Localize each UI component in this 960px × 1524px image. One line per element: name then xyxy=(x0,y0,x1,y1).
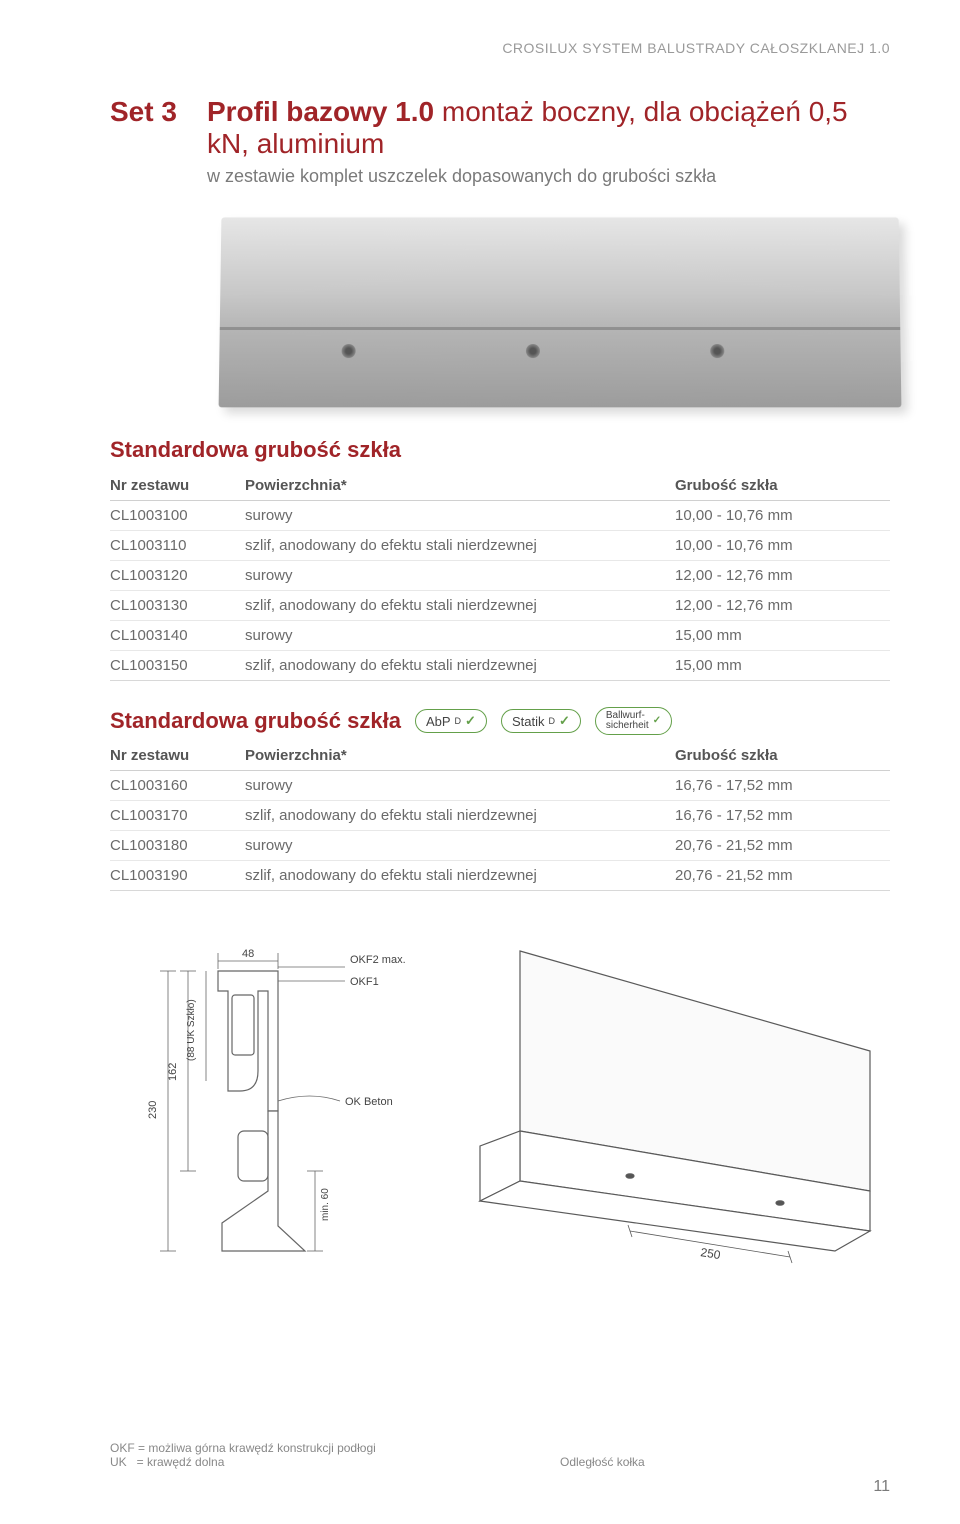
table-cell: 16,76 - 17,52 mm xyxy=(675,801,890,831)
table-cell: szlif, anodowany do efektu stali nierdze… xyxy=(245,651,675,681)
subtitle: w zestawie komplet uszczelek dopasowanyc… xyxy=(207,166,890,187)
badge-abp-sub: D xyxy=(455,716,462,726)
table-cell: szlif, anodowany do efektu stali nierdze… xyxy=(245,531,675,561)
footnotes-left: OKF = możliwa górna krawędź konstrukcji … xyxy=(110,1441,376,1469)
check-icon: ✓ xyxy=(559,713,570,729)
table-cell: CL1003100 xyxy=(110,501,245,531)
table-cell: surowy xyxy=(245,501,675,531)
table-row: CL1003150szlif, anodowany do efektu stal… xyxy=(110,651,890,681)
product-photo xyxy=(219,217,902,407)
table-row: CL1003130szlif, anodowany do efektu stal… xyxy=(110,591,890,621)
th-surface: Powierzchnia* xyxy=(245,471,675,501)
table-cell: szlif, anodowany do efektu stali nierdze… xyxy=(245,861,675,891)
perspective-diagram: 250 xyxy=(450,931,880,1271)
title-block: Profil bazowy 1.0 montaż boczny, dla obc… xyxy=(207,96,890,187)
dim-48: 48 xyxy=(242,948,254,960)
table-cell: 20,76 - 21,52 mm xyxy=(675,861,890,891)
set-label: Set 3 xyxy=(110,96,177,128)
table-cell: 12,00 - 12,76 mm xyxy=(675,561,890,591)
section2-heading: Standardowa grubość szkła xyxy=(110,708,401,734)
th-surface: Powierzchnia* xyxy=(245,741,675,771)
table-cell: CL1003170 xyxy=(110,801,245,831)
okf2-label: OKF2 max. xyxy=(350,954,406,966)
title-bold: Profil bazowy 1.0 xyxy=(207,96,434,127)
table-row: CL1003160surowy16,76 - 17,52 mm xyxy=(110,771,890,801)
table-cell: CL1003120 xyxy=(110,561,245,591)
dim-162: 162 xyxy=(167,1063,179,1081)
badge-statik-sub: D xyxy=(548,716,555,726)
table2: Nr zestawu Powierzchnia* Grubość szkła C… xyxy=(110,741,890,891)
table-row: CL1003120surowy12,00 - 12,76 mm xyxy=(110,561,890,591)
table-row: CL1003170szlif, anodowany do efektu stal… xyxy=(110,801,890,831)
table-cell: CL1003130 xyxy=(110,591,245,621)
table-cell: surowy xyxy=(245,621,675,651)
footnote-okf: OKF = możliwa górna krawędź konstrukcji … xyxy=(110,1441,376,1455)
okf1-label: OKF1 xyxy=(350,976,379,988)
table-cell: CL1003160 xyxy=(110,771,245,801)
footnote-uk: UK = krawędź dolna xyxy=(110,1455,376,1469)
th-thickness: Grubość szkła xyxy=(675,471,890,501)
th-thickness: Grubość szkła xyxy=(675,741,890,771)
table-cell: 10,00 - 10,76 mm xyxy=(675,531,890,561)
table-cell: surowy xyxy=(245,831,675,861)
th-nr: Nr zestawu xyxy=(110,471,245,501)
table-row: CL1003100surowy10,00 - 10,76 mm xyxy=(110,501,890,531)
table-cell: 12,00 - 12,76 mm xyxy=(675,591,890,621)
page-number: 11 xyxy=(873,1478,890,1496)
diagrams-row: 48 OKF2 max. OKF1 OK Beton xyxy=(110,931,890,1271)
table-cell: szlif, anodowany do efektu stali nierdze… xyxy=(245,801,675,831)
table-row: CL1003110szlif, anodowany do efektu stal… xyxy=(110,531,890,561)
table-cell: surowy xyxy=(245,771,675,801)
dim-88: (88 UK Szkło) xyxy=(186,999,197,1061)
section1-heading: Standardowa grubość szkła xyxy=(110,437,890,463)
table-cell: 16,76 - 17,52 mm xyxy=(675,771,890,801)
table-cell: 15,00 mm xyxy=(675,621,890,651)
badge-ballwurf: Ballwurf- sicherheit ✓ xyxy=(595,707,672,735)
badge-statik: Statik D ✓ xyxy=(501,709,581,733)
title-row: Set 3 Profil bazowy 1.0 montaż boczny, d… xyxy=(110,96,890,187)
badge-ballwurf-label: Ballwurf- sicherheit xyxy=(606,711,649,731)
table-cell: CL1003180 xyxy=(110,831,245,861)
table-cell: surowy xyxy=(245,561,675,591)
table-cell: CL1003150 xyxy=(110,651,245,681)
dim-min60: min. 60 xyxy=(320,1188,331,1221)
table-cell: 10,00 - 10,76 mm xyxy=(675,501,890,531)
page-header: CROSILUX SYSTEM BALUSTRADY CAŁOSZKLANEJ … xyxy=(110,40,890,56)
check-icon: ✓ xyxy=(465,713,476,729)
table-cell: 15,00 mm xyxy=(675,651,890,681)
dim-250: 250 xyxy=(700,1245,722,1262)
table-cell: CL1003110 xyxy=(110,531,245,561)
badge-abp: AbP D ✓ xyxy=(415,709,487,733)
table-row: CL1003140surowy15,00 mm xyxy=(110,621,890,651)
table-row: CL1003190szlif, anodowany do efektu stal… xyxy=(110,861,890,891)
table-cell: szlif, anodowany do efektu stali nierdze… xyxy=(245,591,675,621)
table-cell: CL1003140 xyxy=(110,621,245,651)
table-cell: 20,76 - 21,52 mm xyxy=(675,831,890,861)
table1: Nr zestawu Powierzchnia* Grubość szkła C… xyxy=(110,471,890,681)
th-nr: Nr zestawu xyxy=(110,741,245,771)
table-row: CL1003180surowy20,76 - 21,52 mm xyxy=(110,831,890,861)
badge-statik-label: Statik xyxy=(512,714,545,729)
cross-section-diagram: 48 OKF2 max. OKF1 OK Beton xyxy=(110,931,440,1271)
footnote-right: Odległość kołka xyxy=(560,1455,645,1469)
table-cell: CL1003190 xyxy=(110,861,245,891)
badge-abp-label: AbP xyxy=(426,714,451,729)
dim-230: 230 xyxy=(147,1101,159,1119)
check-icon: ✓ xyxy=(653,716,661,726)
ok-beton-label: OK Beton xyxy=(345,1096,393,1108)
